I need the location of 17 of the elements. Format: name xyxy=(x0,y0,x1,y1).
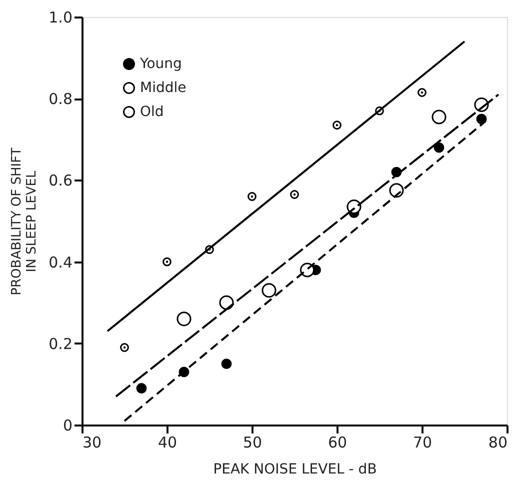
x-tick-label: 40 xyxy=(158,434,178,452)
y-tick-label: 1.0 xyxy=(48,8,72,26)
y-tick-label: 0.6 xyxy=(48,172,72,190)
y-axis-title: PROBABILITY OF SHIFT IN SLEEP LEVEL xyxy=(10,148,40,296)
x-tick-label: 80 xyxy=(488,434,508,452)
y-tick-label: 0 xyxy=(62,416,72,434)
x-axis-title: PEAK NOISE LEVEL - dB xyxy=(213,462,377,478)
y-tick-label: 0.4 xyxy=(48,253,72,272)
x-tick-label: 50 xyxy=(242,434,262,452)
y-tick-label: 0.8 xyxy=(48,90,72,108)
y-tick-label: 0.2 xyxy=(48,334,72,353)
legend-label: Middle xyxy=(140,80,186,96)
legend-label: Old xyxy=(140,104,164,120)
x-tick-label: 60 xyxy=(328,434,348,452)
x-tick-label: 30 xyxy=(82,434,102,452)
x-tick-label: 70 xyxy=(412,434,432,452)
legend-label: Young xyxy=(139,56,182,72)
